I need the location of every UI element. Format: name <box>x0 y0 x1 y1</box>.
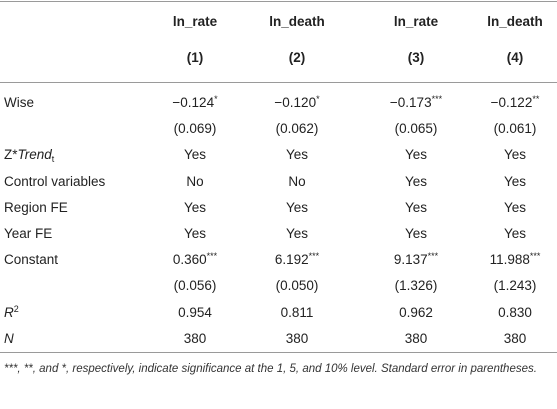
row-label: Region FE <box>4 199 68 217</box>
column-number: (3) <box>407 50 425 65</box>
cell-value: 9.137*** <box>356 251 476 269</box>
cell-value: (0.062) <box>275 121 319 137</box>
cell-value: (1.326) <box>394 278 438 294</box>
label-text: Region FE <box>4 199 68 215</box>
cell-value: Yes <box>183 147 207 163</box>
significance-stars: * <box>214 94 218 104</box>
column-number: (4) <box>506 50 524 65</box>
cell-value: 0.962 <box>399 304 433 320</box>
cell-value: 0.830 <box>498 304 532 320</box>
cell-value: 380 <box>503 330 527 346</box>
column-name: ln_death <box>487 14 543 29</box>
row-label: R2 <box>4 304 19 322</box>
label-text: Year FE <box>4 226 53 241</box>
cell-value: No <box>288 173 306 189</box>
cell-value: Yes <box>503 226 527 241</box>
significance-stars: *** <box>431 94 443 104</box>
cell-value: No <box>186 173 204 189</box>
cell-value: (0.056) <box>173 278 217 294</box>
cell-value: (0.061) <box>493 121 537 137</box>
row-label: N <box>4 330 14 348</box>
row-label: Constant <box>4 251 58 269</box>
top-rule <box>0 1 557 2</box>
cell-value: 6.192*** <box>237 251 357 269</box>
estimate: −0.173 <box>389 95 432 110</box>
cell-value: Yes <box>183 226 207 241</box>
row-label: Z*Trendt <box>4 146 54 164</box>
significance-stars: *** <box>206 251 218 262</box>
significance-stars: * <box>316 94 320 104</box>
estimate: −0.122 <box>490 95 533 110</box>
row-label: Control variables <box>4 173 105 191</box>
cell-value: Yes <box>285 147 309 163</box>
label-subscript: t <box>51 154 55 165</box>
cell-value: Yes <box>404 173 428 189</box>
cell-value: 380 <box>285 330 309 346</box>
bottom-rule <box>0 352 557 353</box>
cell-value: 380 <box>404 330 428 346</box>
label-superscript: 2 <box>13 303 19 314</box>
estimate: 0.360 <box>172 252 207 268</box>
label-italic: N <box>4 330 14 346</box>
row-label: Wise <box>4 94 34 112</box>
label-text: Constant <box>4 252 59 268</box>
cell-value: (1.243) <box>493 278 537 294</box>
estimate: 9.137 <box>393 252 428 268</box>
cell-value: Yes <box>404 147 428 163</box>
cell-value: Yes <box>285 226 309 241</box>
cell-value: 0.954 <box>178 304 212 320</box>
cell-value: 11.988*** <box>455 251 557 269</box>
significance-stars: *** <box>427 251 439 262</box>
cell-value: (0.050) <box>275 278 319 294</box>
column-name: ln_rate <box>172 14 218 29</box>
cell-value: 0.811 <box>280 304 314 320</box>
cell-value: −0.173*** <box>356 94 476 112</box>
cell-value: Yes <box>183 199 207 215</box>
cell-value: 0.360*** <box>135 251 255 269</box>
cell-value: −0.124* <box>135 94 255 112</box>
cell-value: −0.122** <box>455 94 557 112</box>
estimate: −0.124 <box>172 95 215 110</box>
label-italic: Trend <box>17 147 52 163</box>
cell-value: (0.065) <box>394 121 438 137</box>
estimate: −0.120 <box>274 95 317 110</box>
cell-value: Yes <box>404 199 428 215</box>
cell-value: −0.120* <box>237 94 357 112</box>
cell-value: Yes <box>503 199 527 215</box>
footnote: ***, **, and *, respectively, indicate s… <box>4 363 537 375</box>
cell-value: (0.069) <box>173 121 217 137</box>
label-text: Wise <box>4 95 34 110</box>
column-number: (1) <box>186 50 204 65</box>
cell-value: Yes <box>503 147 527 163</box>
label-italic: R <box>4 304 14 320</box>
cell-value: Yes <box>503 173 527 189</box>
cell-value: Yes <box>404 226 428 241</box>
column-number: (2) <box>288 50 306 65</box>
column-name: ln_rate <box>393 14 439 29</box>
cell-value: 380 <box>183 330 207 346</box>
estimate: 11.988 <box>489 252 530 268</box>
label-text: Control variables <box>4 173 106 189</box>
significance-stars: *** <box>308 251 320 262</box>
row-label: Year FE <box>4 225 52 243</box>
label-text: Z* <box>4 147 18 163</box>
estimate: 6.192 <box>274 252 309 268</box>
significance-stars: *** <box>529 251 541 262</box>
header-rule <box>0 82 557 83</box>
column-name: ln_death <box>269 14 325 29</box>
significance-stars: ** <box>532 94 540 104</box>
cell-value: Yes <box>285 199 309 215</box>
